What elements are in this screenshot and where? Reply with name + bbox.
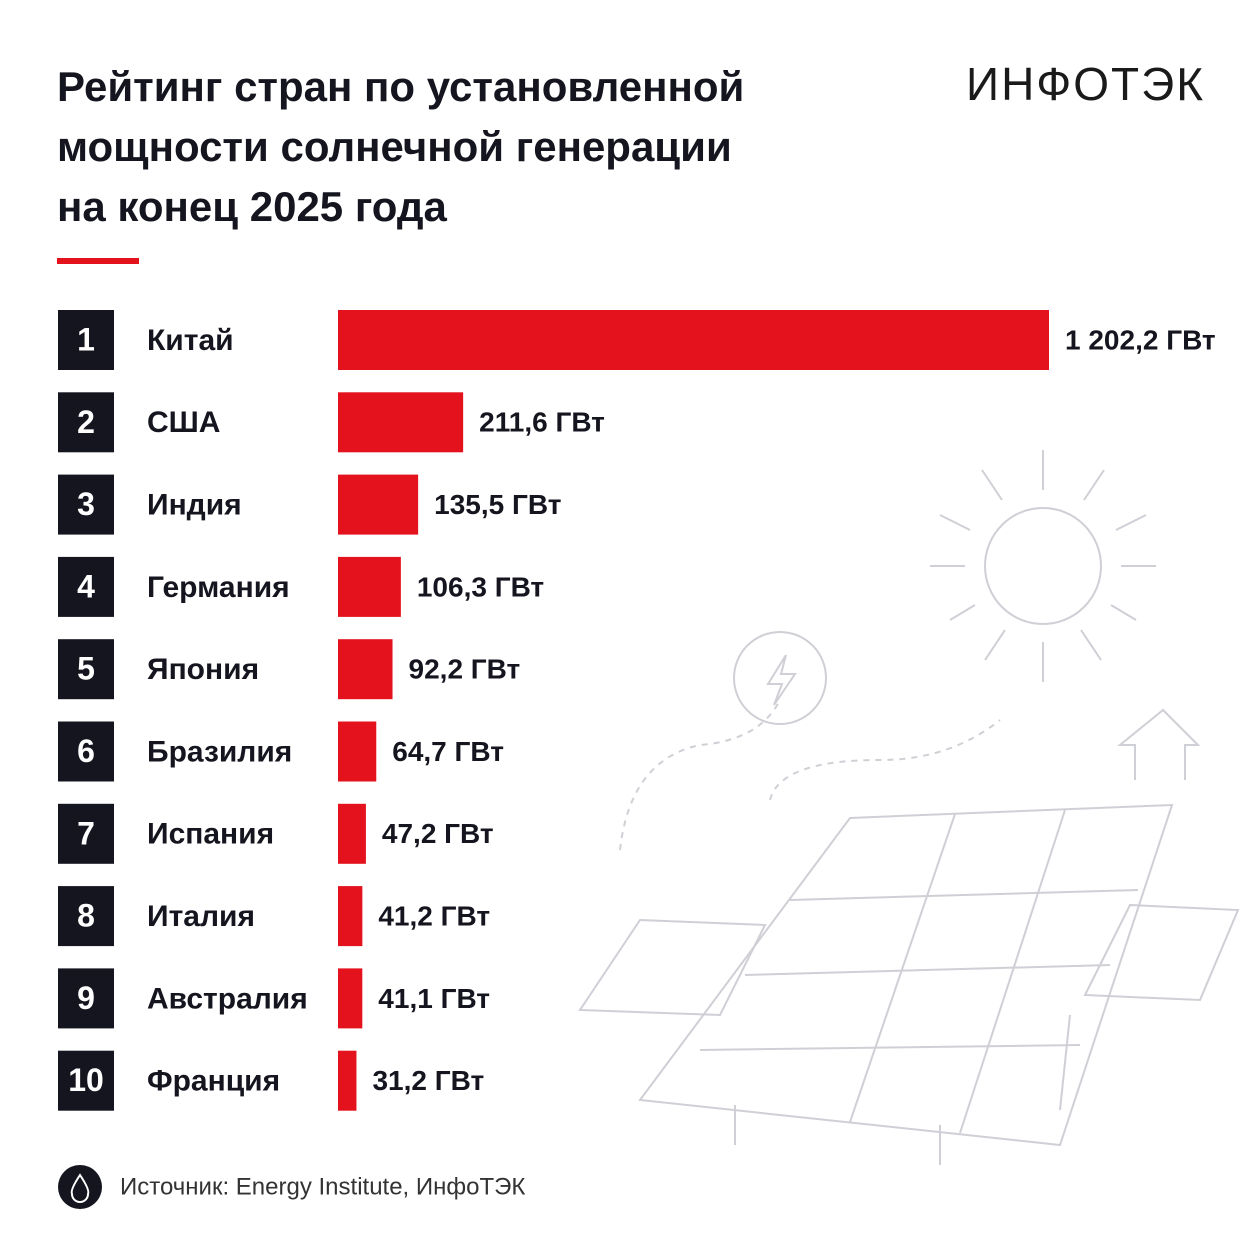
category-label: Австралия xyxy=(147,982,308,1015)
category-label: Германия xyxy=(147,571,290,604)
value-label: 92,2 ГВт xyxy=(409,654,521,685)
rank-box xyxy=(58,968,114,1029)
rank-box xyxy=(58,803,114,864)
rank: 10 xyxy=(68,1062,104,1098)
rank: 5 xyxy=(77,651,95,687)
value-label: 41,2 ГВт xyxy=(378,900,490,931)
category-label: Китай xyxy=(147,324,234,357)
source: Источник: Energy Institute, ИнфоТЭК xyxy=(120,1173,525,1200)
bar xyxy=(338,310,1049,370)
category-label: Испания xyxy=(147,818,274,851)
bar xyxy=(338,803,366,864)
source-icon xyxy=(58,1165,102,1209)
rank: 8 xyxy=(77,898,95,934)
value-label: 1 202,2 ГВт xyxy=(1065,324,1216,355)
bar xyxy=(338,639,393,700)
rank: 3 xyxy=(77,486,95,522)
rank: 4 xyxy=(77,568,95,604)
rank-box xyxy=(58,474,114,535)
bar xyxy=(338,556,401,617)
title-underline xyxy=(57,258,139,264)
rank-box xyxy=(58,721,114,782)
value-label: 135,5 ГВт xyxy=(434,489,561,520)
bar xyxy=(338,392,464,453)
rank: 7 xyxy=(77,815,95,851)
rank: 9 xyxy=(77,980,95,1016)
rank-box xyxy=(58,392,114,453)
category-label: Италия xyxy=(147,900,255,933)
bar xyxy=(338,474,419,535)
value-label: 64,7 ГВт xyxy=(392,736,504,767)
category-label: Бразилия xyxy=(147,735,292,768)
value-label: 41,1 ГВт xyxy=(378,983,490,1014)
value-label: 47,2 ГВт xyxy=(382,818,494,849)
category-label: Индия xyxy=(147,489,242,522)
logo: ИНФОТЭК xyxy=(966,58,1205,110)
category-label: Япония xyxy=(147,653,259,686)
bar xyxy=(338,1050,357,1111)
bar xyxy=(338,886,363,947)
illustration xyxy=(578,450,1240,1165)
value-label: 31,2 ГВт xyxy=(372,1065,484,1096)
bar xyxy=(338,721,377,782)
category-label: США xyxy=(147,406,220,439)
value-label: 211,6 ГВт xyxy=(479,407,605,438)
chart-title: на конец 2025 года xyxy=(57,183,448,230)
chart-title: мощности солнечной генерации xyxy=(57,123,732,170)
drop-icon xyxy=(70,1173,90,1203)
rank-box xyxy=(58,639,114,700)
value-label: 106,3 ГВт xyxy=(417,571,544,602)
rank: 2 xyxy=(77,404,95,440)
rank-box xyxy=(58,556,114,617)
rank-box xyxy=(58,886,114,947)
rank: 6 xyxy=(77,733,95,769)
chart-title: Рейтинг стран по установленной xyxy=(57,63,744,110)
rank-box xyxy=(58,310,114,370)
rank: 1 xyxy=(77,321,95,357)
rank-box xyxy=(58,1050,114,1111)
category-label: Франция xyxy=(147,1065,280,1098)
bar xyxy=(338,968,363,1029)
